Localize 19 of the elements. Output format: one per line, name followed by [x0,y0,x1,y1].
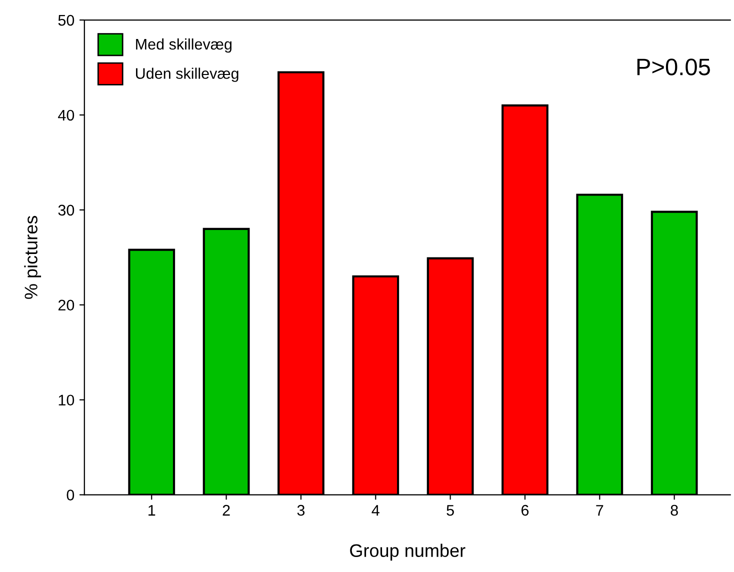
y-tick-label: 10 [58,394,74,406]
x-axis-title: Group number [350,544,466,561]
x-tick-label: 1 [148,505,156,516]
x-tick-label: 8 [670,504,678,516]
y-tick-label: 40 [58,110,74,121]
y-tick-label: 30 [58,204,74,216]
x-tick-label: 2 [222,504,230,516]
y-tick-label: 0 [66,490,74,500]
x-tick-label: 5 [446,505,454,516]
x-tick-label: 3 [297,504,305,516]
y-axis-title: % pictures [24,216,42,299]
x-tick-label: 6 [522,504,529,516]
y-tick-label: 20 [58,300,74,311]
annotation: P>0.05 [637,58,710,76]
y-tick-label: 50 [58,14,74,26]
legend-label: Med skillevæg [136,38,232,53]
legend-label: Uden skillevæg [136,68,238,82]
x-tick-label: 7 [596,505,604,516]
x-tick-label: 4 [372,505,380,516]
